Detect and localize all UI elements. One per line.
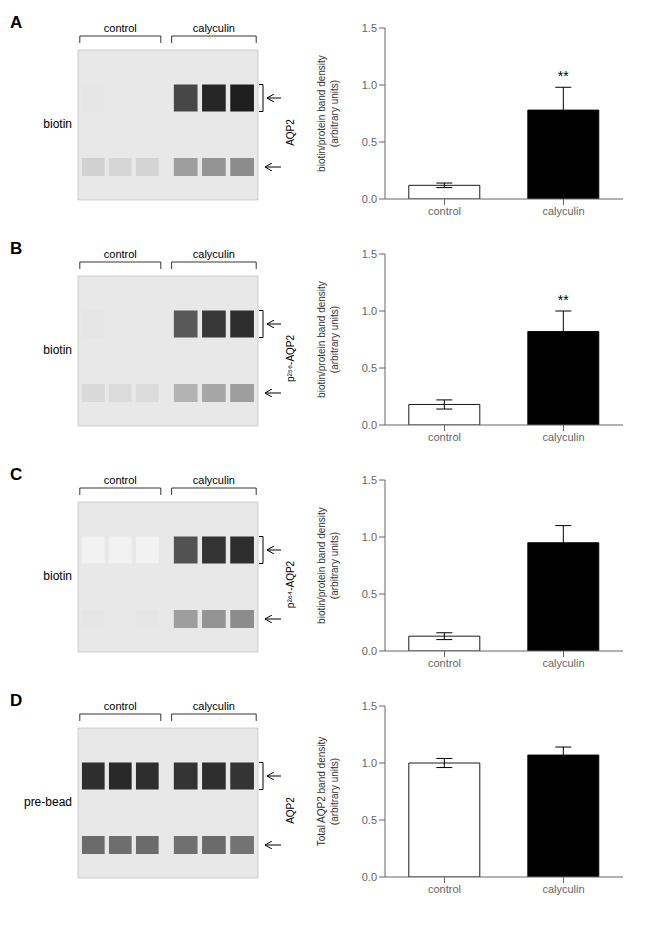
svg-text:1.0: 1.0 [362, 757, 377, 769]
svg-text:control: control [428, 205, 461, 217]
svg-text:0.5: 0.5 [362, 362, 377, 374]
svg-text:B: B [10, 239, 22, 258]
svg-text:biotin/protein band density(ar: biotin/protein band density(arbitrary un… [316, 281, 340, 398]
svg-text:1.0: 1.0 [362, 531, 377, 543]
svg-text:1.5: 1.5 [362, 700, 377, 712]
svg-text:**: ** [558, 292, 569, 308]
svg-text:biotin: biotin [43, 569, 72, 583]
svg-text:control: control [104, 700, 137, 712]
svg-text:0.5: 0.5 [362, 588, 377, 600]
svg-text:AQP2: AQP2 [285, 119, 296, 146]
svg-text:1.5: 1.5 [362, 22, 377, 34]
svg-text:calyculin: calyculin [193, 700, 235, 712]
svg-text:biotin/protein band density(ar: biotin/protein band density(arbitrary un… [316, 507, 340, 624]
svg-text:0.0: 0.0 [362, 419, 377, 431]
svg-text:**: ** [558, 68, 569, 84]
svg-text:0.0: 0.0 [362, 645, 377, 657]
svg-text:control: control [104, 248, 137, 260]
svg-text:calyculin: calyculin [193, 22, 235, 34]
svg-text:D: D [10, 691, 22, 710]
svg-text:calyculin: calyculin [542, 205, 584, 217]
svg-text:biotin: biotin [43, 117, 72, 131]
svg-text:Total AQP2 band density(arbitr: Total AQP2 band density(arbitrary units) [316, 737, 340, 847]
svg-text:0.0: 0.0 [362, 193, 377, 205]
svg-text:p²⁶⁴-AQP2: p²⁶⁴-AQP2 [285, 560, 296, 608]
svg-text:control: control [428, 431, 461, 443]
svg-text:calyculin: calyculin [193, 474, 235, 486]
svg-text:0.5: 0.5 [362, 136, 377, 148]
svg-text:control: control [428, 883, 461, 895]
svg-text:control: control [428, 657, 461, 669]
svg-text:p²⁵⁶-AQP2: p²⁵⁶-AQP2 [285, 334, 296, 382]
svg-text:biotin/protein band density(ar: biotin/protein band density(arbitrary un… [316, 55, 340, 172]
svg-text:control: control [104, 474, 137, 486]
svg-text:calyculin: calyculin [193, 248, 235, 260]
svg-text:0.5: 0.5 [362, 814, 377, 826]
svg-text:1.5: 1.5 [362, 248, 377, 260]
svg-text:A: A [10, 13, 22, 32]
svg-text:calyculin: calyculin [542, 883, 584, 895]
svg-text:1.0: 1.0 [362, 305, 377, 317]
svg-text:C: C [10, 465, 22, 484]
svg-text:1.5: 1.5 [362, 474, 377, 486]
svg-text:control: control [104, 22, 137, 34]
svg-text:pre-bead: pre-bead [24, 795, 72, 809]
svg-text:calyculin: calyculin [542, 657, 584, 669]
svg-text:biotin: biotin [43, 343, 72, 357]
svg-text:calyculin: calyculin [542, 431, 584, 443]
svg-text:1.0: 1.0 [362, 79, 377, 91]
svg-text:0.0: 0.0 [362, 871, 377, 883]
svg-text:AQP2: AQP2 [285, 797, 296, 824]
